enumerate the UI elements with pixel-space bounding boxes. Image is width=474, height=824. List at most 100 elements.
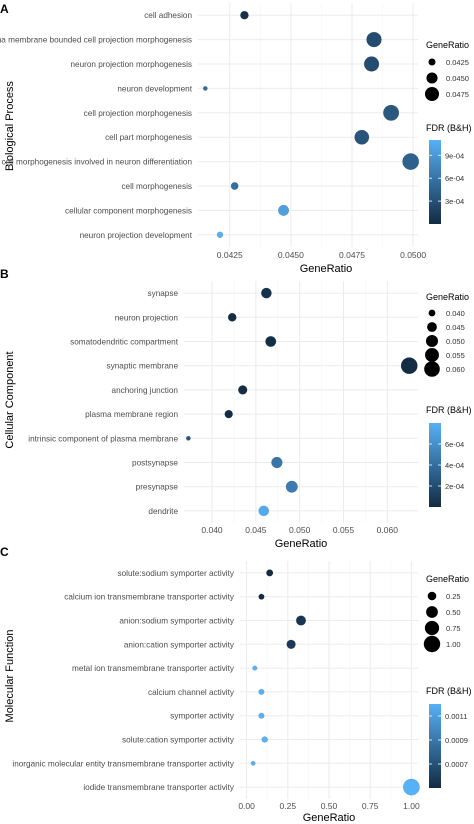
panel-c-label: C [0,545,9,559]
y-tick-label: inorganic molecular entity transmembrane… [12,759,235,768]
y-tick-label: cell part morphogenesis [105,133,192,142]
panel-c-color-legend: FDR (B&H) 0.0011 0.0009 0.0007 [426,686,472,788]
plot-background [184,281,418,523]
data-point [402,778,420,796]
panel-c-color-legend-title: FDR (B&H) [426,686,472,696]
color-legend-label: 0.0011 [445,712,467,721]
size-legend-dot [426,72,438,84]
size-legend-label: 0.0450 [446,74,469,83]
y-tick-label: synapse [148,289,179,298]
size-legend-dot [426,606,438,618]
size-legend-dot [424,86,440,102]
y-tick-label: cell projection morphogenesis [84,109,192,118]
y-tick-label: cell morphogenesis involved in neuron di… [1,158,192,167]
panel-b-color-legend-title: FDR (B&H) [426,405,472,415]
size-legend-label: 0.0475 [446,90,469,99]
size-legend-label: 1.00 [446,640,461,649]
data-point [383,104,400,121]
panel-a-y-title: Biological Process [4,81,16,171]
panel-a-label: A [0,2,9,16]
panel-a-color-legend: FDR (B&H) 9e-04 6e-04 3e-04 [426,123,472,224]
x-tick-label: 0.045 [245,525,267,535]
y-tick-label: anion:cation symporter activity [124,640,235,649]
size-legend-label: 0.040 [446,309,465,318]
panel-b-plot: 0.040 0.045 0.050 0.055 0.060 synapse neuron p… [28,281,418,535]
color-legend-label: 6e-04 [445,440,464,449]
color-legend-label: 4e-04 [445,461,464,470]
size-legend-label: 0.50 [446,608,461,617]
panel-a-color-legend-title: FDR (B&H) [426,123,472,133]
data-point [258,593,265,600]
color-legend-bar [429,140,441,224]
x-tick-label: 0.00 [238,801,255,811]
y-tick-label: cell morphogenesis [121,182,192,191]
size-legend-label: 0.0425 [446,58,469,67]
panel-c-y-title: Molecular Function [4,630,16,723]
data-point [258,688,265,695]
color-legend-label: 0.0007 [445,760,468,769]
panel-c-size-legend: GeneRatio 0.25 0.50 0.75 1.00 [423,574,469,653]
color-legend-label: 0.0009 [445,736,468,745]
size-legend-dot [427,322,437,332]
panel-a-plot: 0.0425 0.0450 0.0475 0.0500 cell adhesion pla… [0,3,426,260]
data-point [363,56,380,72]
size-legend-dot [424,620,440,636]
color-legend-label: 3e-04 [445,197,464,206]
data-point [354,129,370,145]
panel-c: C Molecular Function GeneRatio 0.00 0.25 0… [0,545,472,824]
data-point [286,639,296,649]
size-legend-dot [425,348,439,362]
color-legend-label: 9e-04 [445,151,464,160]
data-point [250,760,256,766]
y-tick-label: somatodendritic compartment [70,338,179,347]
data-point [230,182,239,190]
size-legend-label: 0.75 [446,624,461,633]
size-legend-label: 0.045 [446,323,465,332]
y-tick-label: iodide transmembrane transporter activit… [83,783,235,792]
data-point [265,335,277,348]
x-tick-label: 1.00 [403,801,420,811]
y-tick-label: dendrite [148,507,178,516]
y-tick-label: synaptic membrane [107,362,179,371]
data-point [237,385,248,395]
data-point [224,409,233,419]
panel-b-size-legend-title: GeneRatio [426,292,469,302]
size-legend-label: 0.25 [446,592,461,601]
panel-b: B Cellular Component GeneRatio 0.040 0.04… [0,267,472,550]
data-point [295,615,307,626]
x-tick-label: 0.0475 [339,250,365,260]
size-legend-label: 0.050 [446,337,465,346]
y-tick-label: symporter activity [170,712,235,721]
x-tick-label: 0.0500 [400,250,426,260]
y-tick-label: neuron projection [115,313,179,322]
color-legend-label: 6e-04 [445,174,464,183]
x-tick-label: 0.040 [201,525,223,535]
panel-a: A Biological Process GeneRatio 0.0425 0.0… [0,2,472,275]
y-tick-label: plasma membrane bounded cell projection … [0,36,192,45]
panel-c-plot: 0.00 0.25 0.50 0.75 1.00 solute:sodium sympor… [12,561,420,811]
y-tick-label: metal ion transmembrane transporter acti… [72,664,235,673]
y-tick-label: solute:cation symporter activity [122,736,235,745]
data-point [366,31,382,48]
x-tick-label: 0.0425 [217,250,243,260]
panel-b-label: B [0,267,9,281]
data-point [266,569,274,577]
panel-c-size-legend-title: GeneRatio [426,574,469,584]
x-tick-label: 0.25 [280,801,297,811]
data-point [260,287,272,299]
data-point [400,357,418,375]
y-tick-label: calcium ion transmembrane transporter ac… [64,593,235,602]
y-tick-label: presynapse [136,483,179,492]
x-tick-label: 0.50 [321,801,338,811]
panel-b-x-title: GeneRatio [275,538,328,550]
data-point [216,231,224,239]
y-tick-label: neuron projection morphogenesis [70,60,192,69]
color-legend-bar [429,704,441,788]
plot-background [198,3,418,247]
data-point [258,505,270,517]
panel-b-color-legend: FDR (B&H) 6e-04 4e-04 2e-04 [426,405,472,507]
y-tick-label: cellular component morphogenesis [65,206,192,215]
size-legend-label: 0.055 [446,351,465,360]
data-point [271,456,283,469]
data-point [240,10,249,20]
